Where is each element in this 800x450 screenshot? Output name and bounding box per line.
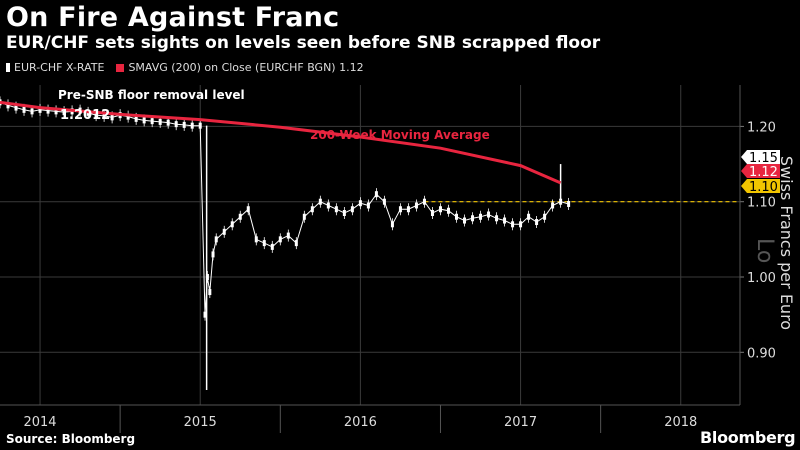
moving-average-line (0, 100, 562, 185)
last-value-badge (741, 179, 780, 193)
price-line (0, 101, 569, 315)
y-axis-label: Swiss Francs per Euro (777, 156, 796, 330)
last-value-badge (741, 150, 780, 164)
candle-swatch-icon (6, 63, 10, 72)
last-value-label: 1.15 (749, 151, 778, 166)
chart-title: On Fire Against Franc (6, 2, 340, 33)
last-value-label: 1.10 (749, 180, 778, 195)
axis-layer: 0.90 1.00 1.10 1.20 2014 2015 2016 2017 2018 1.15… (0, 85, 796, 433)
annotation-moving-average: 200-Week Moving Average (310, 128, 490, 142)
annotation-pre-snb: Pre-SNB floor removal level (58, 88, 245, 102)
moving-average-series (0, 100, 562, 185)
legend-item-price: EUR-CHF X-RATE (6, 61, 104, 74)
scale-badge: Lo (752, 238, 777, 263)
annotation-layer: Pre-SNB floor removal level 1.2012 200-Wee… (58, 88, 490, 142)
x-tick-label: 2015 (184, 415, 217, 430)
y-tick-label: 1.10 (747, 196, 776, 211)
x-tick-label: 2017 (504, 415, 537, 430)
y-tick-label: 1.20 (747, 120, 776, 135)
bloomberg-logo: Bloomberg (700, 428, 796, 447)
x-tick-label: 2014 (23, 415, 56, 430)
x-tick-label: 2016 (344, 415, 377, 430)
legend-item-sma: SMAVG (200) on Close (EURCHF BGN) 1.12 (116, 61, 364, 74)
legend-label-sma: SMAVG (200) on Close (EURCHF BGN) 1.12 (128, 61, 364, 74)
x-tick-label: 2018 (664, 415, 697, 430)
legend-label-price: EUR-CHF X-RATE (14, 61, 105, 74)
legend: EUR-CHF X-RATE SMAVG (200) on Close (EUR… (6, 61, 376, 74)
red-swatch-icon (116, 63, 125, 72)
last-value-badge (741, 164, 780, 178)
y-tick-label: 1.00 (747, 271, 776, 286)
annotation-floor-value: 1.2012 (60, 108, 110, 123)
chart-subtitle: EUR/CHF sets sights on levels seen befor… (6, 33, 601, 53)
source-note: Source: Bloomberg (6, 432, 136, 446)
y-tick-label: 0.90 (747, 346, 776, 361)
last-value-label: 1.12 (749, 165, 778, 180)
